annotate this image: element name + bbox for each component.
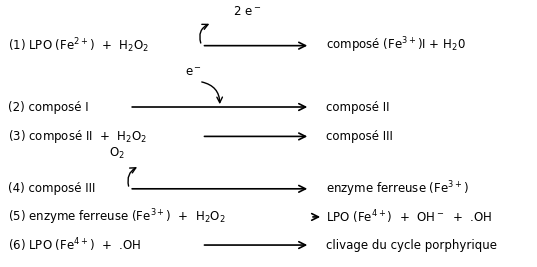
Text: e$^-$: e$^-$ — [185, 66, 202, 79]
Text: O$_2$: O$_2$ — [108, 146, 125, 161]
Text: enzyme ferreuse (Fe$^{3+}$): enzyme ferreuse (Fe$^{3+}$) — [325, 179, 469, 199]
Text: (3) composé II  +  H$_2$O$_2$: (3) composé II + H$_2$O$_2$ — [8, 128, 147, 145]
Text: 2 e$^-$: 2 e$^-$ — [233, 5, 261, 18]
Text: (1) LPO (Fe$^{2+}$)  +  H$_2$O$_2$: (1) LPO (Fe$^{2+}$) + H$_2$O$_2$ — [8, 36, 149, 55]
Text: (2) composé I: (2) composé I — [8, 100, 89, 113]
Text: LPO (Fe$^{4+}$)  +  OH$^-$  +  .OH: LPO (Fe$^{4+}$) + OH$^-$ + .OH — [325, 208, 492, 226]
Text: composé III: composé III — [325, 130, 393, 143]
Text: (4) composé III: (4) composé III — [8, 182, 96, 195]
Text: composé II: composé II — [325, 100, 389, 113]
Text: (5) enzyme ferreuse (Fe$^{3+}$)  +  H$_2$O$_2$: (5) enzyme ferreuse (Fe$^{3+}$) + H$_2$O… — [8, 207, 226, 227]
Text: composé (Fe$^{3+}$)I + H$_2$0: composé (Fe$^{3+}$)I + H$_2$0 — [325, 36, 466, 56]
Text: clivage du cycle porphyrique: clivage du cycle porphyrique — [325, 238, 497, 252]
Text: (6) LPO (Fe$^{4+}$)  +  .OH: (6) LPO (Fe$^{4+}$) + .OH — [8, 236, 141, 254]
